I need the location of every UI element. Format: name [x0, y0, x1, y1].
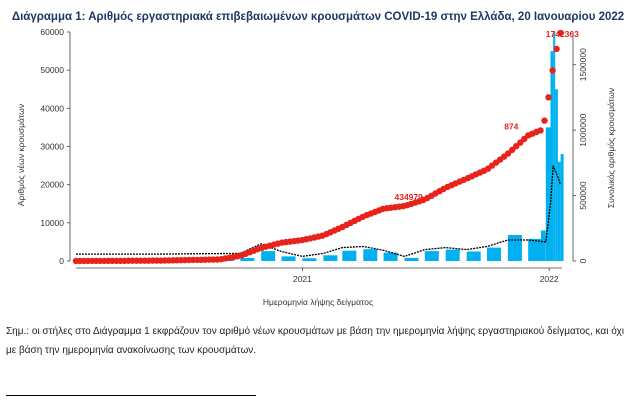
covid-chart: Διάγραμμα 1: Αριθμός εργαστηριακά επιβεβ… — [12, 11, 624, 307]
y2-tick-label: 0 — [578, 258, 588, 263]
bar — [487, 247, 501, 261]
bar — [445, 249, 460, 261]
y-tick-label: 20000 — [40, 180, 64, 190]
bar — [560, 154, 564, 261]
annotation-874: 874 — [504, 121, 518, 131]
bar — [342, 250, 357, 261]
annotation-435k: 434979 — [395, 192, 424, 202]
moving-average-layer — [76, 165, 562, 258]
x-tick-label: 2021 — [293, 274, 312, 284]
cumulative-point — [537, 127, 544, 134]
cumulative-point — [504, 150, 512, 157]
axes-layer: 0 10000 20000 30000 40000 50000 60000 0 500000 10… — [40, 27, 588, 284]
cumulative-point — [513, 143, 520, 150]
cumulative-point — [553, 45, 560, 53]
bar — [302, 258, 317, 261]
y-axis-label: Αριθμός νέων κρουσμάτων — [16, 104, 26, 206]
cumulative-layer — [72, 29, 564, 265]
bar — [541, 230, 546, 261]
y2-axis-label: Συνολικός αριθμός κρουσμάτων — [606, 88, 616, 208]
bar — [528, 238, 541, 261]
x-tick-label: 2022 — [540, 274, 559, 284]
bar — [363, 249, 378, 261]
bar — [383, 252, 398, 261]
bar — [507, 235, 522, 261]
bar — [550, 51, 554, 261]
bar — [553, 32, 556, 261]
y2-tick-label: 1500000 — [578, 48, 588, 81]
y2-tick-label: 1000000 — [578, 113, 588, 146]
bar — [261, 251, 276, 261]
bar — [557, 161, 561, 261]
y-tick-label: 30000 — [40, 142, 64, 152]
chart-title: Διάγραμμα 1: Αριθμός εργαστηριακά επιβεβ… — [12, 11, 624, 23]
bar — [545, 127, 551, 262]
y-tick-label: 50000 — [40, 65, 64, 75]
y-tick-label: 60000 — [40, 27, 64, 37]
y-tick-label: 40000 — [40, 103, 64, 113]
cumulative-point — [557, 29, 564, 37]
bar — [240, 257, 255, 261]
y-tick-label: 0 — [59, 256, 64, 266]
cumulative-point — [545, 94, 552, 101]
bar — [323, 255, 338, 261]
chart-footnote: Σημ.: οι στήλες στο Διάγραμμα 1 εκφράζου… — [6, 326, 624, 356]
bar — [281, 256, 296, 261]
x-axis-label: Ημερομηνία λήψης δείγματος — [263, 297, 373, 307]
moving-average-line — [76, 165, 562, 258]
y2-tick-label: 500000 — [578, 181, 588, 210]
bar — [466, 251, 481, 261]
bar — [424, 251, 439, 261]
bars-layer — [95, 32, 564, 262]
cumulative-point — [549, 67, 556, 74]
bar — [404, 257, 419, 261]
annotation-total: 1742363 — [546, 29, 579, 39]
footnote-separator — [6, 395, 256, 396]
y-tick-label: 10000 — [40, 218, 64, 228]
cumulative-point — [541, 117, 548, 124]
